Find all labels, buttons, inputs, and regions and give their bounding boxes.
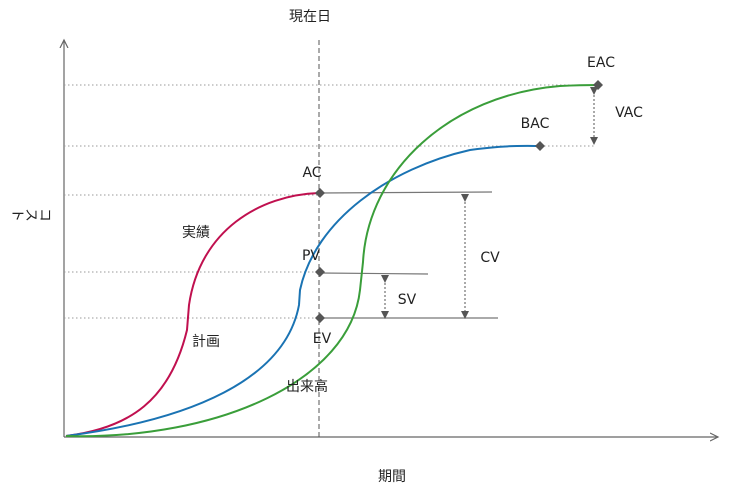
y-axis-label: コスト	[11, 206, 53, 222]
diagram-title: 現在日	[289, 9, 331, 25]
plan-label: 計画	[192, 334, 220, 350]
actual-curve	[65, 192, 320, 437]
cv-label: CV	[480, 250, 500, 266]
ev-label: EV	[313, 331, 332, 347]
earned-curve	[65, 84, 599, 438]
ac-label: AC	[302, 165, 321, 181]
markers	[315, 80, 603, 323]
ref-ac	[319, 191, 493, 194]
bac-label: BAC	[521, 116, 550, 132]
actual-label: 実績	[182, 225, 210, 241]
ev-marker	[315, 313, 325, 323]
x-axis-label: 期間	[378, 469, 406, 485]
vac-label: VAC	[615, 105, 643, 121]
variance-arrows	[381, 87, 598, 319]
bac-marker	[535, 141, 545, 151]
earned-label: 出来高	[286, 378, 328, 395]
eac-marker	[593, 80, 603, 90]
plan-curve	[65, 144, 542, 437]
pv-label: PV	[302, 248, 320, 264]
eac-label: EAC	[587, 55, 615, 71]
ac-marker	[315, 188, 325, 198]
sv-label: SV	[398, 292, 417, 308]
pv-marker	[315, 267, 325, 277]
guide-lines	[64, 84, 598, 319]
ref-pv	[319, 272, 429, 275]
